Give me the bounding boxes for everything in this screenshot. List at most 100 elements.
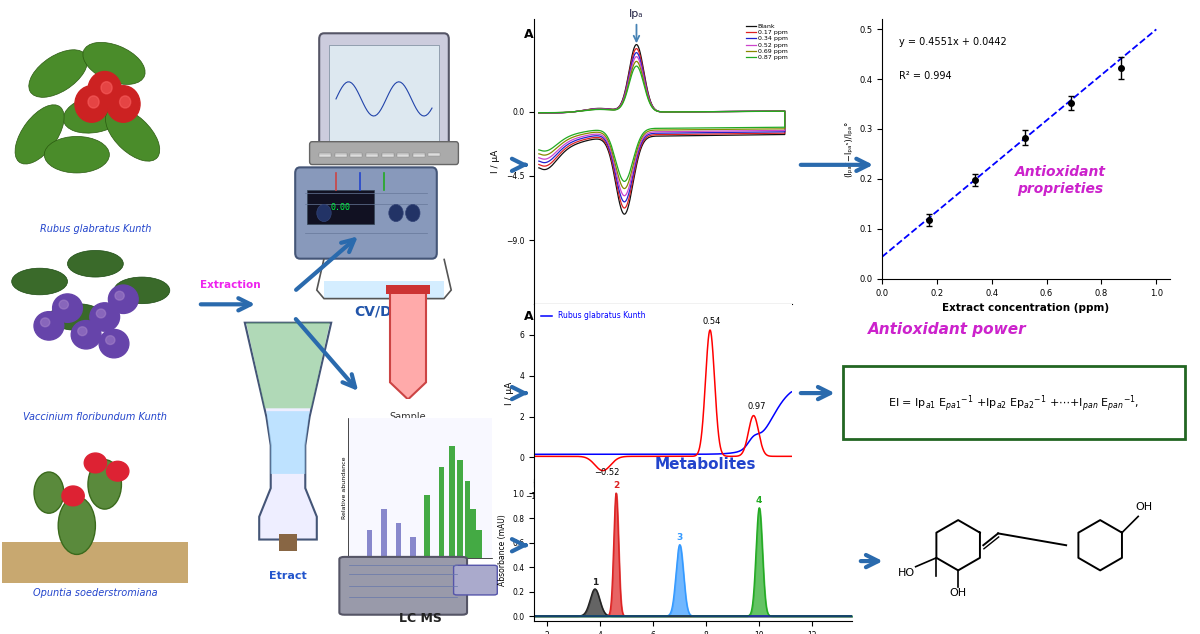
Bar	[439, 467, 444, 558]
Text: Antioxidant power: Antioxidant power	[868, 322, 1026, 337]
0.87 ppm	[698, 108, 713, 115]
Circle shape	[120, 96, 131, 108]
Bar	[366, 154, 378, 157]
0.87 ppm	[755, 124, 769, 131]
FancyBboxPatch shape	[310, 142, 458, 165]
Bar	[335, 153, 347, 156]
0.17 ppm	[764, 129, 779, 137]
Text: OH: OH	[949, 588, 967, 597]
0.52 ppm	[764, 127, 779, 134]
Bar	[397, 153, 409, 156]
Rubus glabratus Kunth	[540, 451, 554, 458]
Ellipse shape	[29, 50, 88, 97]
Text: Sample: Sample	[390, 412, 426, 422]
X-axis label: Extract concentration (ppm): Extract concentration (ppm)	[942, 303, 1110, 313]
Blank	[755, 131, 769, 139]
Bar	[464, 481, 470, 558]
Bar	[425, 495, 430, 558]
0.87 ppm	[629, 62, 643, 70]
Circle shape	[107, 86, 140, 122]
Ellipse shape	[106, 108, 160, 161]
Circle shape	[53, 294, 83, 322]
Blank	[764, 131, 779, 138]
Circle shape	[90, 303, 120, 331]
Text: 0.97: 0.97	[748, 403, 766, 411]
0.17 ppm	[596, 105, 611, 113]
0.69 ppm	[698, 108, 713, 115]
Text: A: A	[523, 27, 533, 41]
0.17 ppm	[614, 99, 629, 107]
Blank	[745, 108, 760, 115]
Y-axis label: Relative abundance: Relative abundance	[342, 457, 347, 519]
0.52 ppm	[698, 108, 713, 115]
Bar	[410, 537, 415, 558]
Text: 2: 2	[613, 481, 619, 490]
Rubus glabratus Kunth	[646, 451, 660, 458]
Rubus glabratus Kunth	[785, 388, 799, 396]
X-axis label: m/z: m/z	[413, 559, 427, 568]
Ellipse shape	[88, 460, 121, 509]
0.52 ppm	[617, 192, 631, 200]
X-axis label: E / V (vs. Ag/AgCl): E / V (vs. Ag/AgCl)	[625, 328, 701, 337]
Text: Opuntia soederstromiana: Opuntia soederstromiana	[34, 588, 157, 598]
Circle shape	[100, 330, 128, 358]
0.17 ppm	[629, 45, 643, 53]
0.52 ppm	[596, 105, 611, 113]
Y-axis label: (Iₚₐ°−Iₚₐˢ)/Iₚₐ°: (Iₚₐ°−Iₚₐˢ)/Iₚₐ°	[845, 121, 853, 177]
0.87 ppm	[764, 124, 779, 131]
Polygon shape	[266, 411, 310, 474]
FancyBboxPatch shape	[295, 167, 437, 259]
0.69 ppm	[596, 105, 611, 113]
Line: 0.34 ppm: 0.34 ppm	[539, 53, 785, 202]
Circle shape	[115, 291, 125, 300]
0.87 ppm	[596, 106, 611, 113]
0.34 ppm	[755, 128, 769, 136]
Bar	[396, 523, 401, 558]
0.69 ppm	[532, 109, 546, 117]
Ellipse shape	[34, 472, 64, 514]
FancyBboxPatch shape	[454, 566, 497, 595]
0.87 ppm	[532, 109, 546, 117]
Bar	[397, 154, 409, 157]
Bar	[382, 153, 394, 156]
Blank	[532, 109, 546, 117]
Ellipse shape	[67, 250, 124, 277]
Text: CV/DPV: CV/DPV	[355, 305, 413, 319]
Ellipse shape	[49, 304, 104, 330]
0.34 ppm	[532, 109, 546, 117]
Polygon shape	[390, 285, 426, 399]
Rubus glabratus Kunth	[527, 451, 541, 458]
0.17 ppm	[532, 109, 546, 117]
Legend: Blank, 0.17 ppm, 0.34 ppm, 0.52 ppm, 0.69 ppm, 0.87 ppm: Blank, 0.17 ppm, 0.34 ppm, 0.52 ppm, 0.6…	[745, 22, 788, 61]
Circle shape	[41, 318, 50, 327]
Polygon shape	[245, 323, 331, 540]
0.52 ppm	[614, 100, 629, 108]
X-axis label: E / V (vs. Ag/AgCl): E / V (vs. Ag/AgCl)	[625, 506, 701, 515]
0.34 ppm	[532, 157, 546, 165]
Circle shape	[108, 285, 138, 313]
0.69 ppm	[755, 126, 769, 133]
Bar	[350, 153, 362, 156]
Bar	[366, 153, 378, 156]
Circle shape	[389, 204, 403, 222]
Polygon shape	[324, 281, 444, 299]
Ellipse shape	[83, 42, 145, 84]
Circle shape	[88, 72, 121, 108]
0.52 ppm	[532, 154, 546, 162]
0.17 ppm	[755, 129, 769, 137]
Bar	[457, 460, 463, 558]
Rubus glabratus Kunth	[778, 395, 792, 403]
0.17 ppm	[698, 108, 713, 115]
Text: 3: 3	[677, 533, 683, 542]
FancyBboxPatch shape	[329, 44, 439, 142]
Ellipse shape	[12, 268, 67, 295]
Bar	[382, 154, 394, 157]
0.69 ppm	[617, 184, 631, 192]
Circle shape	[317, 204, 331, 222]
0.69 ppm	[532, 150, 546, 158]
Text: A: A	[523, 309, 533, 323]
Legend: Rubus glabratus Kunth: Rubus glabratus Kunth	[538, 308, 649, 323]
0.52 ppm	[745, 108, 760, 115]
0.87 ppm	[617, 178, 631, 185]
Y-axis label: I / μA: I / μA	[491, 150, 500, 173]
